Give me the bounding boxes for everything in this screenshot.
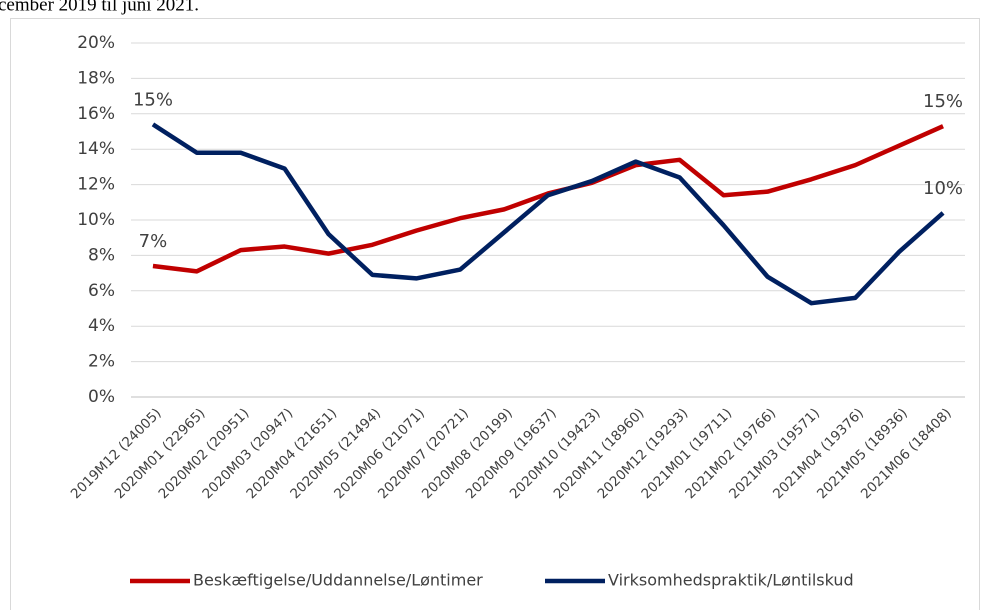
data-label: 10% <box>923 178 963 199</box>
y-tick-label: 10% <box>77 210 115 230</box>
y-tick-label: 8% <box>88 245 115 265</box>
y-tick-label: 2% <box>88 352 115 372</box>
chart-border <box>10 18 980 610</box>
y-tick-label: 0% <box>88 387 115 407</box>
caption: cember 2019 til juni 2021. <box>0 0 199 15</box>
data-label: 7% <box>139 231 168 252</box>
data-label: 15% <box>133 89 173 110</box>
y-tick-label: 6% <box>88 281 115 301</box>
line-series <box>152 124 944 274</box>
line-series <box>151 122 945 306</box>
y-tick-label: 20% <box>77 33 115 53</box>
y-tick-label: 18% <box>77 68 115 88</box>
y-tick-label: 16% <box>77 104 115 124</box>
legend-label: Beskæftigelse/Uddannelse/Løntimer <box>193 571 483 590</box>
y-tick-label: 12% <box>77 175 115 195</box>
data-label: 15% <box>923 91 963 112</box>
legend-label: Virksomhedspraktik/Løntilskud <box>608 571 854 590</box>
y-tick-label: 14% <box>77 139 115 159</box>
y-tick-label: 4% <box>88 316 115 336</box>
